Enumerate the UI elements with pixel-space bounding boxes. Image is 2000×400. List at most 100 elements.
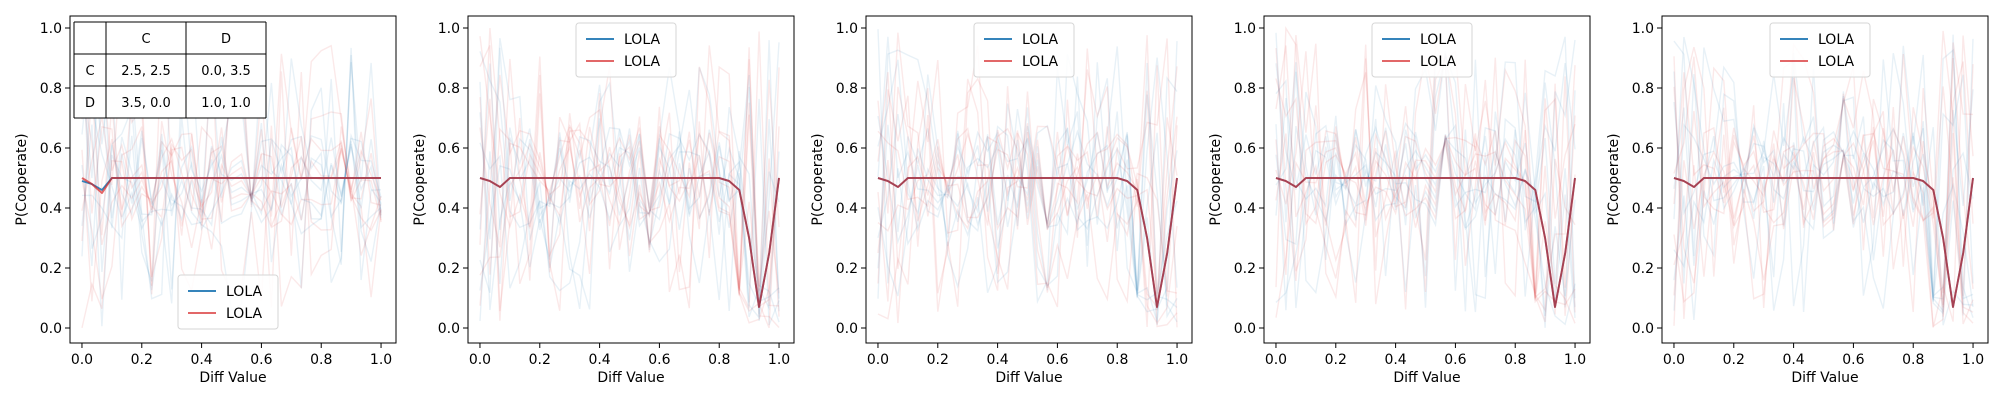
background-runs xyxy=(877,29,1178,328)
background-run xyxy=(81,89,382,267)
background-run xyxy=(877,62,1178,308)
y-tick-label: 1.0 xyxy=(438,21,460,37)
background-run xyxy=(1275,32,1576,318)
x-tick-label: 0.8 xyxy=(1106,352,1128,368)
y-tick-label: 0.0 xyxy=(438,321,460,337)
background-run xyxy=(877,32,1178,328)
y-tick-label: 0.0 xyxy=(1632,321,1654,337)
background-run xyxy=(1275,48,1576,315)
background-run xyxy=(1673,74,1974,302)
axes-frame xyxy=(69,15,397,344)
background-run xyxy=(877,59,1178,325)
y-tick-label: 0.2 xyxy=(836,261,858,277)
background-run xyxy=(1275,53,1576,313)
background-run xyxy=(479,67,780,326)
x-tick-label: 0.4 xyxy=(190,352,212,368)
legend: LOLA LOLA xyxy=(1371,22,1473,78)
x-axis-label: Diff Value xyxy=(1393,370,1460,386)
x-tick-label: 0.6 xyxy=(1046,352,1068,368)
y-axis-label: P(Cooperate) xyxy=(1606,133,1622,225)
background-run xyxy=(479,136,780,324)
x-tick-label: 0.0 xyxy=(1265,352,1287,368)
x-tick-label: 0.4 xyxy=(986,352,1008,368)
y-tick-label: 0.6 xyxy=(1234,141,1256,157)
background-run xyxy=(877,29,1178,323)
background-run xyxy=(479,132,780,318)
y-axis-label: P(Cooperate) xyxy=(14,133,30,225)
x-tick-label: 0.2 xyxy=(1723,352,1745,368)
legend: LOLA LOLA xyxy=(973,22,1075,78)
background-run xyxy=(877,86,1178,325)
background-run xyxy=(1673,107,1974,326)
x-tick-label: 0.2 xyxy=(131,352,153,368)
background-runs xyxy=(479,28,780,329)
subplot-2: 0.0 0.2 0.4 0.6 0.8 1.0 0.0 0.2 0.4 0.6 0.8 1.0 Diff… xyxy=(412,15,795,386)
x-tick-label: 0.2 xyxy=(927,352,949,368)
x-tick-label: 0.0 xyxy=(71,352,93,368)
legend-label: LOLA xyxy=(624,32,660,48)
y-tick-label: 0.8 xyxy=(438,81,460,97)
background-run xyxy=(1673,72,1974,328)
background-run xyxy=(479,67,780,321)
x-tick-label: 0.4 xyxy=(588,352,610,368)
x-axis-label: Diff Value xyxy=(597,370,664,386)
x-tick-label: 0.2 xyxy=(529,352,551,368)
background-run xyxy=(81,125,382,329)
table-cell: 2.5, 2.5 xyxy=(121,64,171,79)
background-run xyxy=(479,119,780,321)
background-run xyxy=(479,38,780,315)
x-tick-label: 0.6 xyxy=(1444,352,1466,368)
subplot-1: 0.0 0.2 0.4 0.6 0.8 1.0 0.0 0.2 0.4 0.6 0.8 1.0 Diff… xyxy=(14,15,397,386)
x-tick-label: 1.0 xyxy=(1962,352,1984,368)
background-runs xyxy=(1673,30,1974,328)
background-run xyxy=(479,45,780,328)
series-line-2 xyxy=(81,177,381,194)
background-run xyxy=(1673,36,1974,315)
background-run xyxy=(479,47,780,308)
legend-box xyxy=(177,274,279,330)
y-tick-label: 0.8 xyxy=(836,81,858,97)
background-run xyxy=(877,114,1178,322)
background-run xyxy=(877,77,1178,312)
background-run xyxy=(877,66,1178,295)
table-row-header: D xyxy=(85,96,95,111)
y-tick-label: 0.4 xyxy=(438,201,460,217)
x-tick-label: 0.0 xyxy=(1663,352,1685,368)
x-tick-label: 1.0 xyxy=(1564,352,1586,368)
legend: LOLA LOLA xyxy=(575,22,677,78)
y-tick-label: 1.0 xyxy=(1632,21,1654,37)
axes-frame xyxy=(1263,15,1591,344)
x-axis-label: Diff Value xyxy=(1791,370,1858,386)
table-cell: 3.5, 0.0 xyxy=(121,96,171,111)
background-run xyxy=(479,45,780,317)
y-tick-label: 0.2 xyxy=(438,261,460,277)
x-tick-label: 1.0 xyxy=(768,352,790,368)
y-tick-label: 0.2 xyxy=(40,261,62,277)
background-run xyxy=(1275,50,1576,316)
y-tick-label: 0.4 xyxy=(836,201,858,217)
background-run xyxy=(877,38,1178,328)
background-run xyxy=(877,125,1178,301)
table-col-header: D xyxy=(221,32,231,47)
axes-frame xyxy=(865,15,1193,344)
background-run xyxy=(479,28,780,295)
x-tick-label: 0.8 xyxy=(1902,352,1924,368)
background-run xyxy=(81,35,382,226)
y-axis-label: P(Cooperate) xyxy=(810,133,826,225)
legend-label: LOLA xyxy=(1420,32,1456,48)
x-tick-label: 0.4 xyxy=(1384,352,1406,368)
background-run xyxy=(1673,56,1974,319)
background-run xyxy=(1275,130,1576,324)
x-tick-label: 0.6 xyxy=(250,352,272,368)
background-run xyxy=(877,35,1178,311)
x-tick-label: 0.6 xyxy=(1842,352,1864,368)
background-run xyxy=(1275,125,1576,326)
background-run xyxy=(877,62,1178,319)
background-run xyxy=(1275,78,1576,309)
background-run xyxy=(81,103,382,231)
legend-label: LOLA xyxy=(226,306,262,322)
background-run xyxy=(1275,78,1576,299)
legend-box xyxy=(575,22,677,78)
background-run xyxy=(81,36,382,273)
